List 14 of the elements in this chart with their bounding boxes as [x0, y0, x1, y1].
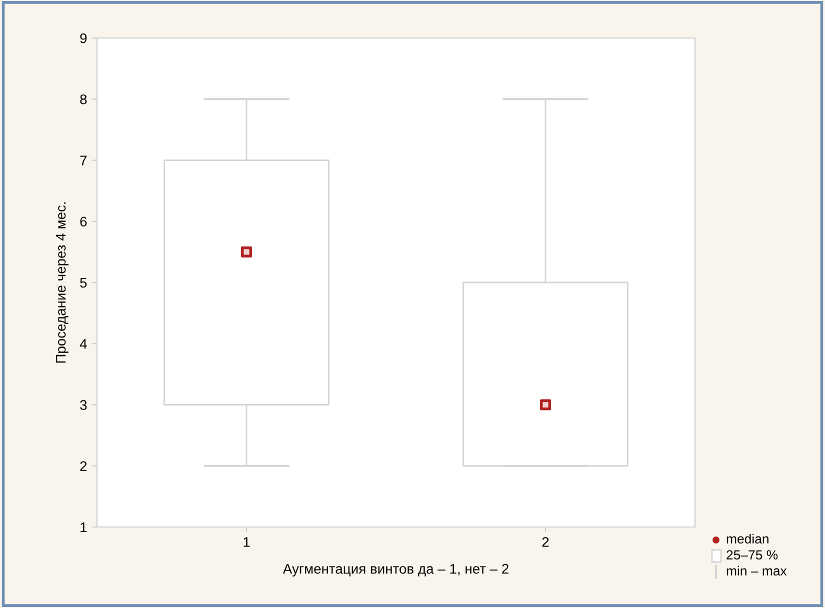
text: 25–75 % [726, 550, 778, 560]
y-tick-label: 5 [80, 278, 87, 288]
y-tick-label: 8 [80, 94, 87, 104]
y-tick-label: 7 [80, 156, 87, 166]
y-tick-label: 9 [80, 33, 87, 44]
y-tick-label: 6 [80, 216, 87, 227]
x-axis-title: Аугментация винтов да – 1, нет – 2 [282, 564, 508, 577]
y-tick-label: 2 [80, 461, 87, 471]
y-tick-label: 3 [80, 400, 87, 410]
y-axis-title: Проседание через 4 мес. [56, 202, 68, 363]
y-tick-label: 1 [80, 522, 87, 532]
text: min – max [726, 566, 787, 576]
y-tick-label: 4 [80, 339, 87, 349]
text: median [726, 534, 768, 544]
